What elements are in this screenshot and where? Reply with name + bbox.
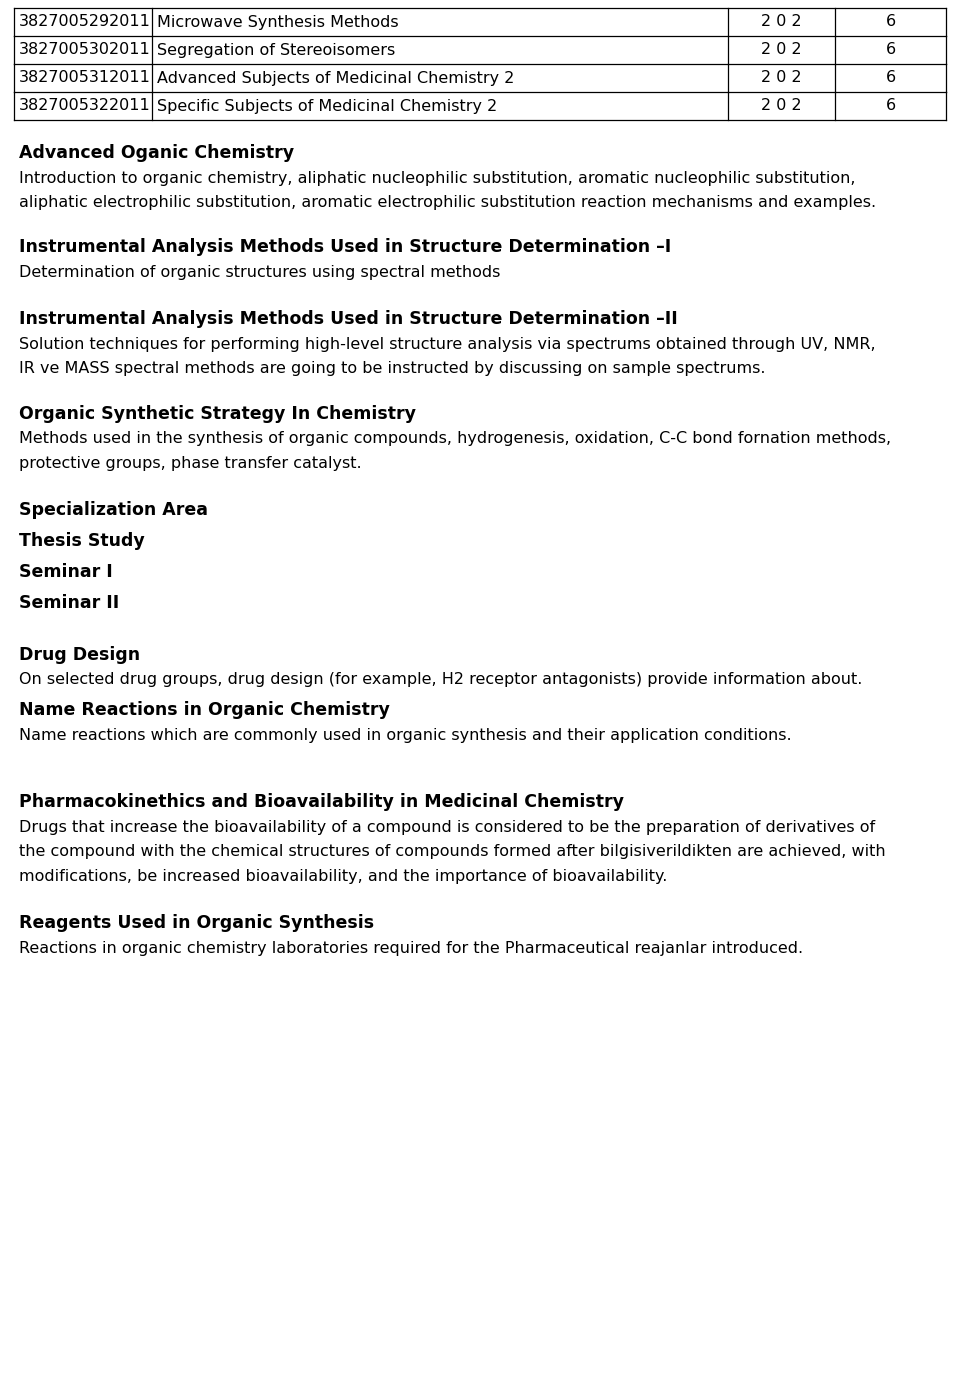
Text: Introduction to organic chemistry, aliphatic nucleophilic substitution, aromatic: Introduction to organic chemistry, aliph… xyxy=(19,171,855,186)
Text: IR ve MASS spectral methods are going to be instructed by discussing on sample s: IR ve MASS spectral methods are going to… xyxy=(19,361,765,377)
Text: On selected drug groups, drug design (for example, H2 receptor antagonists) prov: On selected drug groups, drug design (fo… xyxy=(19,673,862,687)
Text: 6: 6 xyxy=(885,99,896,114)
Text: 6: 6 xyxy=(885,43,896,57)
Text: Name Reactions in Organic Chemistry: Name Reactions in Organic Chemistry xyxy=(19,702,390,719)
Text: Name reactions which are commonly used in organic synthesis and their applicatio: Name reactions which are commonly used i… xyxy=(19,728,792,742)
Text: Drugs that increase the bioavailability of a compound is considered to be the pr: Drugs that increase the bioavailability … xyxy=(19,820,876,834)
Text: modifications, be increased bioavailability, and the importance of bioavailabili: modifications, be increased bioavailabil… xyxy=(19,869,667,884)
Text: Microwave Synthesis Methods: Microwave Synthesis Methods xyxy=(157,14,398,29)
Text: Advanced Subjects of Medicinal Chemistry 2: Advanced Subjects of Medicinal Chemistry… xyxy=(157,71,515,86)
Text: Determination of organic structures using spectral methods: Determination of organic structures usin… xyxy=(19,265,500,279)
Text: Specific Subjects of Medicinal Chemistry 2: Specific Subjects of Medicinal Chemistry… xyxy=(157,99,497,114)
Text: 2 0 2: 2 0 2 xyxy=(761,99,802,114)
Text: Thesis Study: Thesis Study xyxy=(19,532,145,550)
Text: aliphatic electrophilic substitution, aromatic electrophilic substitution reacti: aliphatic electrophilic substitution, ar… xyxy=(19,196,876,210)
Text: Pharmacokinethics and Bioavailability in Medicinal Chemistry: Pharmacokinethics and Bioavailability in… xyxy=(19,792,624,810)
Text: Advanced Oganic Chemistry: Advanced Oganic Chemistry xyxy=(19,145,294,163)
Text: 3827005312011: 3827005312011 xyxy=(19,71,151,86)
Text: 2 0 2: 2 0 2 xyxy=(761,43,802,57)
Text: the compound with the chemical structures of compounds formed after bilgisiveril: the compound with the chemical structure… xyxy=(19,844,886,859)
Text: Instrumental Analysis Methods Used in Structure Determination –I: Instrumental Analysis Methods Used in St… xyxy=(19,239,671,257)
Text: Seminar I: Seminar I xyxy=(19,563,112,581)
Text: protective groups, phase transfer catalyst.: protective groups, phase transfer cataly… xyxy=(19,456,362,471)
Text: Solution techniques for performing high-level structure analysis via spectrums o: Solution techniques for performing high-… xyxy=(19,336,876,352)
Text: Segregation of Stereoisomers: Segregation of Stereoisomers xyxy=(157,43,396,57)
Text: 3827005292011: 3827005292011 xyxy=(19,14,151,29)
Text: Organic Synthetic Strategy In Chemistry: Organic Synthetic Strategy In Chemistry xyxy=(19,404,416,423)
Text: Reagents Used in Organic Synthesis: Reagents Used in Organic Synthesis xyxy=(19,915,374,933)
Text: 6: 6 xyxy=(885,14,896,29)
Text: Drug Design: Drug Design xyxy=(19,645,140,663)
Text: 2 0 2: 2 0 2 xyxy=(761,71,802,86)
Text: Specialization Area: Specialization Area xyxy=(19,500,208,518)
Text: 3827005322011: 3827005322011 xyxy=(19,99,151,114)
Text: Instrumental Analysis Methods Used in Structure Determination –II: Instrumental Analysis Methods Used in St… xyxy=(19,310,678,328)
Text: 3827005302011: 3827005302011 xyxy=(19,43,151,57)
Text: Reactions in organic chemistry laboratories required for the Pharmaceutical reaj: Reactions in organic chemistry laborator… xyxy=(19,941,804,956)
Text: Methods used in the synthesis of organic compounds, hydrogenesis, oxidation, C-C: Methods used in the synthesis of organic… xyxy=(19,431,891,446)
Text: 2 0 2: 2 0 2 xyxy=(761,14,802,29)
Text: Seminar II: Seminar II xyxy=(19,594,119,612)
Text: 6: 6 xyxy=(885,71,896,86)
